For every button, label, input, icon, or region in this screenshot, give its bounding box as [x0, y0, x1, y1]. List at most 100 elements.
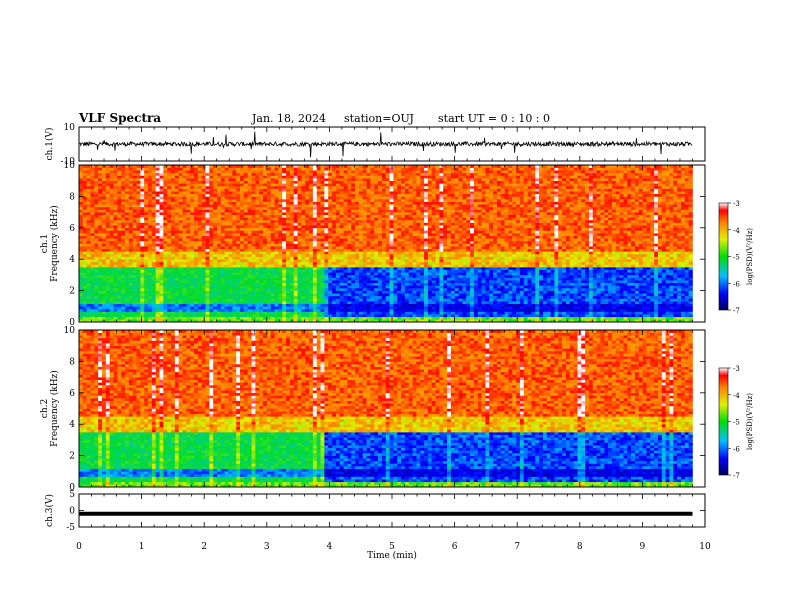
spectrogram-cell	[125, 251, 130, 255]
spectrogram-cell	[205, 285, 210, 289]
spectrogram-cell	[155, 261, 160, 265]
spectrogram-cell	[190, 191, 195, 195]
spectrogram-cell	[339, 219, 344, 223]
spectrogram-cell	[332, 235, 337, 239]
spectrogram-cell	[370, 269, 375, 273]
spectrogram-cell	[167, 170, 172, 174]
spectrogram-cell	[289, 303, 295, 307]
spectrogram-cell	[163, 246, 168, 250]
spectrogram-cell	[347, 175, 352, 179]
spectrogram-cell	[186, 201, 191, 205]
spectrogram-cell	[335, 209, 341, 213]
spectrogram-cell	[113, 180, 118, 184]
spectrogram-cell	[194, 167, 199, 171]
spectrogram-cell	[201, 269, 206, 273]
spectrogram-cell	[374, 277, 379, 281]
spectrogram-cell	[113, 287, 118, 291]
spectrogram-cell	[86, 293, 91, 297]
spectrogram-cell	[381, 240, 387, 244]
spectrogram-cell	[351, 183, 356, 187]
spectrogram-cell	[79, 316, 84, 320]
spectrogram-cell	[220, 178, 225, 181]
spectrogram-cell	[182, 222, 187, 226]
spectrogram-cell	[381, 222, 387, 226]
spectrogram-cell	[374, 308, 379, 312]
spectrogram-cell	[140, 199, 145, 202]
spectrogram-cell	[328, 274, 333, 278]
spectrogram-cell	[217, 259, 222, 263]
spectrogram-cell	[105, 298, 110, 302]
spectrogram-cell	[316, 217, 321, 221]
spectrogram-cell	[128, 201, 133, 205]
spectrogram-cell	[347, 290, 352, 294]
spectrogram-cell	[316, 269, 321, 273]
spectrogram-cell	[305, 298, 310, 302]
spectrogram-cell	[347, 193, 352, 197]
spectrogram-cell	[217, 319, 222, 323]
spectrogram-cell	[393, 316, 398, 320]
spectrogram-cell	[197, 196, 202, 200]
spectrogram-cell	[366, 290, 371, 294]
spectrogram-cell	[381, 227, 387, 231]
spectrogram-cell	[224, 227, 229, 231]
spectrogram-cell	[374, 178, 379, 181]
spectrogram-cell	[278, 308, 283, 312]
spectrogram-cell	[324, 251, 329, 255]
spectrogram-cell	[163, 204, 168, 208]
spectrogram-cell	[182, 314, 187, 318]
spectrogram-cell	[186, 170, 191, 174]
spectrogram-cell	[266, 188, 272, 192]
spectrogram-cell	[113, 199, 118, 202]
spectrogram-cell	[381, 230, 387, 234]
spectrogram-cell	[151, 206, 156, 210]
spectrogram-cell	[366, 274, 371, 278]
spectrogram-cell	[393, 240, 398, 244]
spectrogram-cell	[347, 256, 352, 260]
spectrogram-cell	[381, 285, 387, 289]
spectrogram-cell	[163, 277, 168, 281]
spectrogram-cell	[117, 165, 122, 168]
spectrogram-cell	[174, 172, 179, 176]
spectrogram-cell	[351, 222, 356, 226]
spectrogram-cell	[178, 183, 183, 187]
spectrogram-cell	[86, 204, 91, 208]
spectrogram-cell	[144, 175, 149, 179]
spectrogram-cell	[182, 274, 187, 278]
spectrogram-cell	[113, 227, 118, 231]
spectrogram-cell	[301, 272, 306, 276]
spectrogram-cell	[355, 165, 360, 168]
spectrogram-cell	[301, 295, 306, 299]
spectrogram-cell	[351, 303, 356, 307]
spectrogram-cell	[362, 206, 367, 210]
spectrogram-cell	[190, 209, 195, 213]
spectrogram-cell	[274, 306, 279, 310]
spectrogram-cell	[320, 280, 325, 284]
spectrogram-cell	[366, 222, 371, 226]
spectrogram-cell	[174, 233, 179, 236]
spectrogram-cell	[140, 261, 145, 265]
spectrogram-cell	[286, 246, 291, 250]
spectrogram-cell	[266, 319, 272, 323]
spectrogram-cell	[251, 264, 256, 268]
spectrogram-cell	[370, 295, 375, 299]
spectrogram-cell	[190, 185, 195, 189]
spectrogram-cell	[224, 282, 229, 286]
spectrogram-cell	[251, 185, 256, 189]
spectrogram-cell	[324, 180, 329, 184]
spectrogram-cell	[240, 267, 245, 270]
spectrogram-cell	[274, 165, 279, 168]
spectrogram-cell	[324, 225, 329, 229]
spectrogram-cell	[167, 206, 172, 210]
spectrogram-cell	[236, 308, 241, 312]
spectrogram-cell	[378, 298, 383, 302]
spectrogram-cell	[209, 253, 214, 257]
spectrogram-cell	[232, 214, 237, 218]
spectrogram-cell	[205, 217, 210, 221]
spectrogram-cell	[316, 185, 321, 189]
spectrogram-cell	[305, 293, 310, 297]
spectrogram-cell	[374, 180, 379, 184]
spectrogram-cell	[86, 201, 91, 205]
spectrogram-cell	[121, 225, 126, 229]
spectrogram-cell	[286, 188, 291, 192]
spectrogram-cell	[228, 191, 233, 195]
